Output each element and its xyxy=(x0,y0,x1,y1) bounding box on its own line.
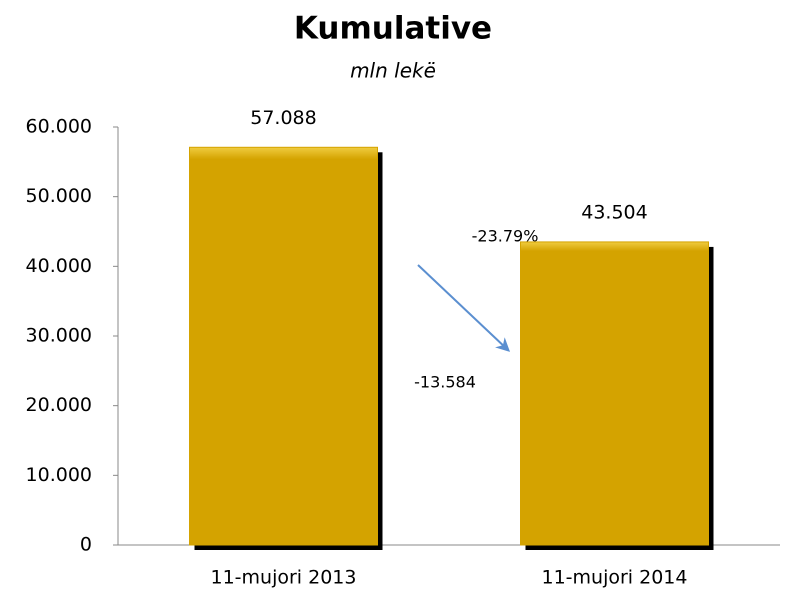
x-tick-label: 11-mujori 2014 xyxy=(542,567,688,589)
y-tick-label: 10.000 xyxy=(26,464,92,486)
y-tick-label: 30.000 xyxy=(26,325,92,347)
bar xyxy=(189,146,378,546)
y-tick-label: 50.000 xyxy=(26,185,92,207)
y-tick-label: 60.000 xyxy=(26,116,92,138)
annotation: -13.584 xyxy=(414,373,476,392)
data-label: 43.504 xyxy=(581,201,647,223)
y-tick-label: 40.000 xyxy=(26,255,92,277)
data-label: 57.088 xyxy=(250,107,316,129)
chart-subtitle: mln lekë xyxy=(350,59,436,83)
arrow xyxy=(417,264,511,352)
y-tick-label: 20.000 xyxy=(26,394,92,416)
chart-title: Kumulative xyxy=(294,11,492,47)
x-tick-label: 11-mujori 2013 xyxy=(211,567,357,589)
annotation: -23.79% xyxy=(472,227,539,246)
y-tick-label: 0 xyxy=(80,534,92,556)
bar xyxy=(520,241,709,546)
